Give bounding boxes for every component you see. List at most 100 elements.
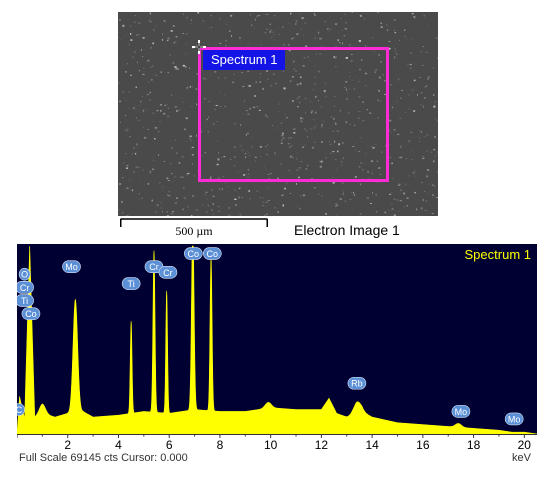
sem-speckle: [377, 117, 379, 119]
sem-speckle: [284, 113, 286, 115]
sem-speckle: [436, 57, 438, 59]
sem-speckle: [373, 50, 375, 52]
sem-speckle: [319, 165, 322, 168]
sem-speckle: [413, 175, 416, 177]
sem-speckle: [249, 155, 251, 156]
sem-speckle: [215, 105, 218, 106]
spectrum-roi-box[interactable]: [198, 47, 389, 182]
element-label[interactable]: Mo: [451, 405, 471, 418]
x-tick-label: 14: [365, 438, 379, 452]
element-label[interactable]: Co: [21, 307, 41, 320]
sem-speckle: [333, 117, 335, 120]
sem-speckle: [347, 91, 348, 93]
element-label[interactable]: Co: [183, 247, 203, 260]
element-label[interactable]: Co: [203, 247, 222, 260]
sem-speckle: [241, 112, 243, 114]
sem-speckle: [173, 42, 175, 44]
sem-speckle: [287, 143, 290, 145]
sem-speckle: [178, 109, 181, 111]
sem-speckle: [163, 112, 166, 115]
sem-speckle: [271, 125, 274, 126]
element-label[interactable]: Rb: [347, 376, 367, 390]
sem-speckle: [131, 189, 134, 192]
sem-speckle: [423, 97, 426, 99]
sem-speckle: [376, 211, 378, 213]
crosshair-icon[interactable]: [192, 40, 206, 54]
sem-speckle: [333, 56, 336, 58]
sem-speckle: [301, 28, 303, 30]
sem-speckle: [282, 137, 285, 139]
sem-speckle: [314, 76, 316, 78]
sem-speckle: [313, 187, 316, 189]
sem-speckle: [418, 36, 419, 38]
sem-speckle: [277, 177, 279, 179]
sem-speckle: [279, 163, 282, 165]
sem-speckle: [300, 117, 303, 120]
element-label[interactable]: C: [17, 403, 25, 416]
sem-speckle: [210, 175, 212, 177]
sem-speckle: [292, 60, 295, 63]
element-label[interactable]: Mo: [504, 412, 524, 426]
sem-speckle: [314, 83, 316, 85]
sem-speckle: [299, 82, 302, 85]
sem-speckle: [310, 128, 312, 130]
sem-speckle: [410, 64, 412, 66]
sem-speckle: [260, 156, 262, 157]
spectrum-plot[interactable]: Spectrum 1 O Cr Ti Co C Mo Ti Cr Cr Co Co Rb Mo Mo: [17, 244, 537, 434]
sem-speckle: [372, 37, 374, 39]
sem-speckle: [285, 182, 288, 185]
sem-speckle: [290, 155, 292, 157]
sem-speckle: [150, 46, 152, 49]
sem-speckle: [126, 187, 129, 189]
sem-speckle: [300, 120, 303, 123]
x-tick-label: 8: [217, 438, 224, 452]
sem-speckle: [406, 205, 408, 207]
element-label[interactable]: Mo: [62, 260, 81, 273]
sem-speckle: [189, 149, 192, 150]
sem-speckle: [218, 188, 221, 190]
sem-speckle: [244, 99, 246, 102]
sem-speckle: [293, 132, 296, 134]
sem-speckle: [341, 161, 343, 163]
element-label[interactable]: Ti: [121, 277, 141, 290]
sem-speckle: [191, 86, 193, 88]
sem-speckle: [219, 106, 222, 108]
sem-speckle: [142, 110, 145, 113]
sem-speckle: [315, 95, 318, 97]
sem-speckle: [133, 107, 135, 110]
sem-speckle: [405, 183, 407, 186]
sem-speckle: [254, 95, 256, 97]
sem-speckle: [176, 110, 178, 112]
sem-speckle: [306, 46, 308, 48]
sem-speckle: [413, 110, 416, 112]
sem-speckle: [400, 97, 402, 99]
sem-speckle: [330, 116, 333, 118]
sem-speckle: [360, 183, 362, 186]
sem-speckle: [229, 30, 231, 32]
element-label-text: Co: [25, 309, 37, 319]
element-label[interactable]: O: [18, 267, 31, 281]
sem-speckle: [225, 182, 227, 184]
sem-speckle: [148, 20, 150, 22]
sem-speckle: [410, 131, 413, 133]
sem-speckle: [437, 151, 438, 154]
element-label[interactable]: Cr: [158, 266, 178, 279]
sem-speckle: [266, 70, 269, 72]
sem-speckle: [412, 149, 414, 151]
sem-speckle: [363, 162, 366, 165]
sem-speckle: [408, 140, 411, 142]
sem-speckle: [311, 102, 314, 103]
element-label[interactable]: Cr: [17, 281, 34, 294]
element-label[interactable]: Ti: [17, 294, 34, 307]
roi-label[interactable]: Spectrum 1: [203, 50, 286, 70]
sem-speckle: [241, 72, 244, 73]
sem-speckle: [170, 30, 173, 32]
sem-speckle: [202, 20, 205, 22]
sem-speckle: [174, 175, 176, 178]
sem-speckle: [152, 121, 154, 123]
sem-speckle: [324, 21, 326, 22]
sem-speckle: [131, 153, 134, 155]
sem-speckle: [313, 127, 315, 129]
sem-speckle: [341, 182, 343, 183]
sem-speckle: [239, 214, 242, 216]
